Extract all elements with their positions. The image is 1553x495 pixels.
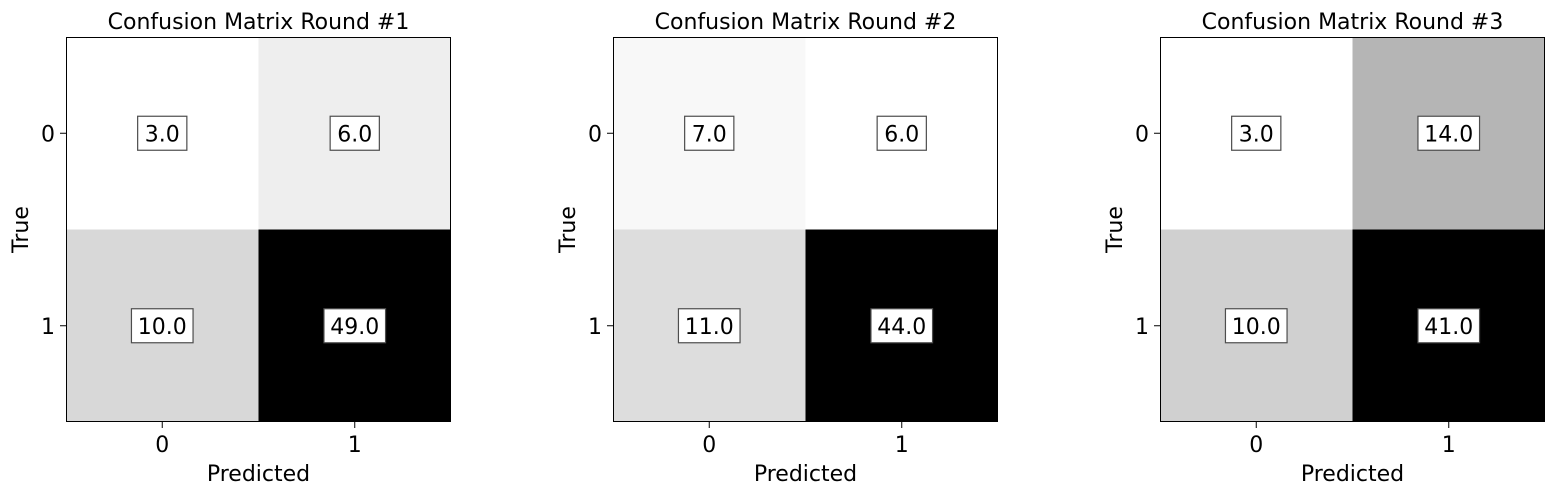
cell-value-label: 10.0 (138, 315, 187, 340)
y-axis-label: True (9, 206, 34, 254)
confusion-matrix-panel-3: Confusion Matrix Round #3 3.0 14.0 10.0 41.0… (1103, 10, 1545, 487)
cell-value-label: 41.0 (1424, 315, 1473, 340)
cell-label-box (137, 115, 188, 151)
plot-frame (613, 37, 998, 422)
y-tick-label: 1 (1135, 315, 1149, 340)
cell-value-label: 3.0 (1239, 122, 1274, 147)
cell-value-label: 11.0 (685, 315, 734, 340)
cell-label-box (1224, 308, 1288, 344)
cell-label-box (684, 115, 735, 151)
cell-value-label: 14.0 (1424, 122, 1473, 147)
cell-label-box (876, 115, 927, 151)
cell-label-box (1417, 308, 1481, 344)
y-tick-label: 0 (1135, 122, 1149, 147)
cell-label-box (870, 308, 934, 344)
y-tick-label: 0 (41, 122, 55, 147)
x-tick-label: 1 (348, 433, 362, 458)
y-axis-label: True (556, 206, 581, 254)
x-axis-label: Predicted (1301, 462, 1404, 487)
chart-title: Confusion Matrix Round #3 (1202, 10, 1504, 35)
cell-label-box (677, 308, 741, 344)
plot-frame (66, 37, 451, 422)
cell-value-label: 6.0 (884, 122, 919, 147)
cell-label-box (323, 308, 387, 344)
y-tick-label: 0 (588, 122, 602, 147)
y-tick-label: 1 (41, 315, 55, 340)
cell-value-label: 44.0 (877, 315, 926, 340)
cell-value-label: 10.0 (1232, 315, 1281, 340)
x-tick-label: 0 (1249, 433, 1263, 458)
cell-label-box (1417, 115, 1481, 151)
x-tick-label: 1 (895, 433, 909, 458)
cell-value-label: 49.0 (330, 315, 379, 340)
x-axis-label: Predicted (754, 462, 857, 487)
y-axis-label: True (1103, 206, 1128, 254)
cell-label-box (130, 308, 194, 344)
chart-title: Confusion Matrix Round #2 (655, 10, 957, 35)
x-tick-label: 0 (702, 433, 716, 458)
plot-frame (1160, 37, 1545, 422)
chart-title: Confusion Matrix Round #1 (108, 10, 410, 35)
cell-value-label: 3.0 (145, 122, 180, 147)
x-tick-label: 0 (155, 433, 169, 458)
x-axis-label: Predicted (207, 462, 310, 487)
cell-value-label: 6.0 (337, 122, 372, 147)
cell-value-label: 7.0 (692, 122, 727, 147)
y-tick-label: 1 (588, 315, 602, 340)
cell-label-box (329, 115, 380, 151)
cell-label-box (1231, 115, 1282, 151)
x-tick-label: 1 (1442, 433, 1456, 458)
confusion-matrix-panel-2: Confusion Matrix Round #2 7.0 6.0 11.0 44.0 0… (556, 10, 998, 487)
confusion-matrix-panel-1: Confusion Matrix Round #1 3.0 6.0 10.0 49.0 0… (9, 10, 451, 487)
